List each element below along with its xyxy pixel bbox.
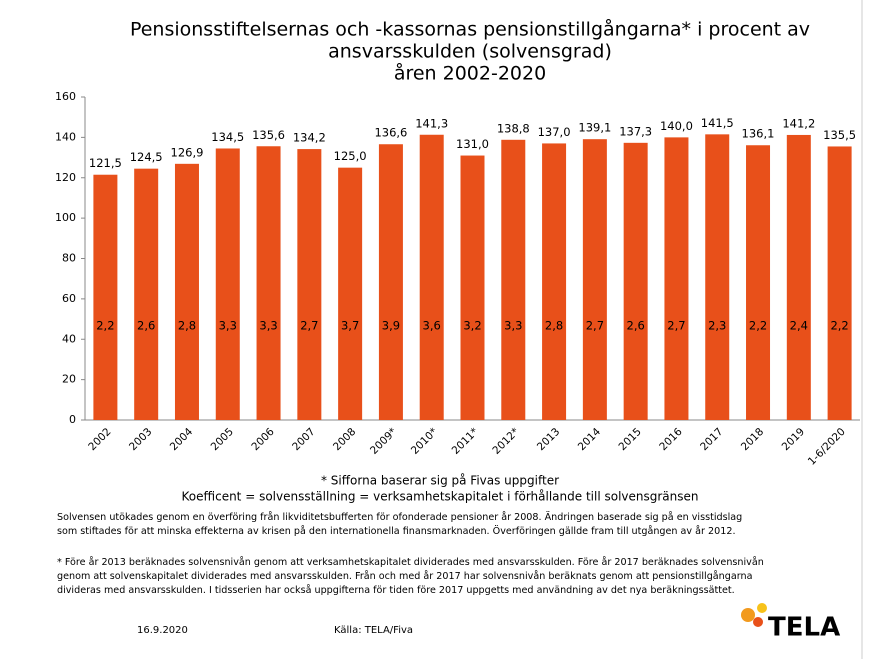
- coefficient-label: 2,8: [545, 319, 563, 333]
- logo: [741, 603, 767, 627]
- value-label: 135,6: [252, 128, 285, 142]
- y-tick-label: 20: [62, 373, 76, 386]
- coefficient-label: 3,9: [382, 319, 400, 333]
- coefficient-label: 2,7: [300, 319, 318, 333]
- coefficient-label: 3,3: [219, 319, 237, 333]
- coefficient-label: 2,4: [790, 319, 808, 333]
- coefficient-label: 2,6: [137, 319, 155, 333]
- coefficient-label: 2,2: [96, 319, 114, 333]
- value-label: 141,5: [701, 116, 734, 130]
- y-tick-label: 160: [55, 90, 76, 103]
- paragraph-line: som stiftades för att minska effekterna …: [57, 524, 736, 537]
- coefficient-label: 3,3: [259, 319, 277, 333]
- footnote: * Sifforna baserar sig på Fivas uppgifte…: [321, 474, 559, 488]
- coefficient-label: 2,7: [586, 319, 604, 333]
- value-label: 137,3: [619, 124, 652, 138]
- coefficient-label: 2,2: [830, 319, 848, 333]
- value-label: 141,2: [782, 116, 815, 130]
- value-label: 140,0: [660, 119, 693, 133]
- value-label: 139,1: [578, 121, 611, 135]
- value-label: 134,5: [211, 130, 244, 144]
- value-label: 125,0: [334, 149, 367, 163]
- y-tick-label: 120: [55, 171, 76, 184]
- logo-dot: [757, 603, 767, 613]
- coefficient-label: 2,6: [627, 319, 645, 333]
- coefficient-label: 2,7: [667, 319, 685, 333]
- paragraph-line: * Före år 2013 beräknades solvensnivån g…: [57, 555, 764, 568]
- chart-title: ansvarsskulden (solvensgrad): [328, 41, 612, 63]
- coefficient-label: 3,7: [341, 319, 359, 333]
- value-label: 126,9: [171, 145, 204, 159]
- paragraph-line: divideras med ansvarsskulden. I tidsseri…: [57, 583, 735, 596]
- logo-dot: [741, 608, 755, 622]
- bar: [215, 148, 240, 420]
- y-tick-label: 60: [62, 292, 76, 305]
- value-label: 134,2: [293, 131, 326, 145]
- value-label: 136,1: [742, 127, 775, 141]
- bar: [134, 168, 159, 420]
- bar: [664, 137, 689, 420]
- chart-title: Pensionsstiftelsernas och -kassornas pen…: [130, 18, 810, 41]
- bar: [827, 146, 852, 420]
- source: Källa: TELA/Fiva: [334, 625, 413, 636]
- bar: [338, 167, 363, 420]
- chart-title: åren 2002-2020: [394, 62, 546, 85]
- paragraph-line: Solvensen utökades genom en överföring f…: [57, 510, 742, 523]
- bar: [297, 149, 322, 421]
- bar: [705, 134, 730, 421]
- bar: [786, 134, 811, 420]
- bar: [623, 142, 648, 420]
- value-label: 138,8: [497, 121, 530, 135]
- bar: [419, 134, 444, 421]
- y-tick-label: 40: [62, 332, 76, 345]
- coefficient-label: 3,3: [504, 319, 522, 333]
- bar: [501, 139, 526, 421]
- logo-dot: [753, 617, 763, 627]
- value-label: 137,0: [538, 125, 571, 139]
- bar: [378, 144, 403, 420]
- y-tick-label: 140: [55, 130, 76, 143]
- bar: [582, 139, 607, 420]
- logo-text: TELA: [768, 613, 840, 643]
- bar: [746, 145, 771, 421]
- value-label: 135,5: [823, 128, 856, 142]
- bar: [460, 155, 485, 420]
- coefficient-label: 3,6: [423, 319, 441, 333]
- value-label: 136,6: [374, 126, 407, 140]
- bar: [542, 143, 567, 420]
- date: 16.9.2020: [137, 625, 188, 636]
- y-tick-label: 100: [55, 211, 76, 224]
- value-label: 141,3: [415, 116, 448, 130]
- coefficient-label: 2,8: [178, 319, 196, 333]
- value-label: 121,5: [89, 156, 122, 170]
- y-tick-label: 0: [69, 413, 76, 426]
- footnote: Koefficent = solvensställning = verksamh…: [182, 490, 699, 504]
- paragraph-line: genom att solvenskapitalet dividerades m…: [57, 569, 752, 582]
- coefficient-label: 2,2: [749, 319, 767, 333]
- bar: [256, 146, 281, 420]
- coefficient-label: 2,3: [708, 319, 726, 333]
- y-tick-label: 80: [62, 252, 76, 265]
- bar: [93, 174, 118, 420]
- value-label: 131,0: [456, 137, 489, 151]
- bar: [174, 163, 199, 420]
- coefficient-label: 3,2: [463, 319, 481, 333]
- value-label: 124,5: [130, 150, 163, 164]
